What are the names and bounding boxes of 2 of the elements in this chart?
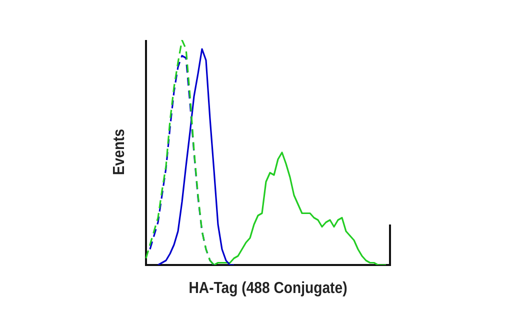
x-axis-title: HA-Tag (488 Conjugate) <box>188 280 348 298</box>
y-axis-title: Events <box>111 128 129 176</box>
